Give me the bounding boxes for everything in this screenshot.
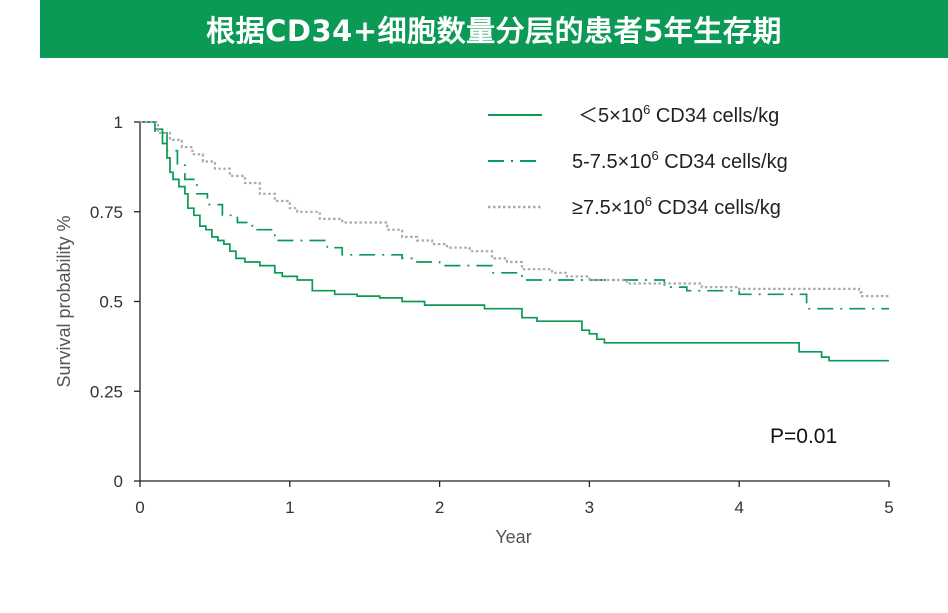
y-tick-label: 0 [114, 472, 123, 491]
y-tick-label: 0.5 [99, 293, 123, 312]
survival-curve-3 [140, 120, 889, 298]
p-value-annotation: P=0.01 [770, 425, 837, 448]
x-axis-title: Year [495, 527, 531, 547]
survival-curves [140, 120, 889, 362]
x-tick-label: 5 [884, 498, 893, 517]
legend-label-1: ＜5×106 CD34 cells/kg [578, 102, 779, 127]
x-tick-label: 0 [135, 498, 144, 517]
y-tick-label: 1 [114, 113, 123, 132]
chart-title: 根据CD34+细胞数量分层的患者5年生存期 [206, 14, 782, 48]
legend: ＜5×106 CD34 cells/kg 5-7.5×106 CD34 cells… [488, 102, 788, 219]
survival-curve-1 [140, 121, 889, 362]
y-tick-label: 0.75 [90, 203, 123, 222]
legend-label-3: ≥7.5×106 CD34 cells/kg [572, 194, 781, 219]
title-banner: 根据CD34+细胞数量分层的患者5年生存期 [40, 0, 948, 58]
legend-label-2: 5-7.5×106 CD34 cells/kg [572, 148, 788, 173]
survival-curve-2 [140, 121, 889, 310]
x-tick-label: 2 [435, 498, 444, 517]
y-axis-title: Survival probability % [54, 215, 74, 387]
y-tick-label: 0.25 [90, 382, 123, 401]
x-tick-label: 1 [285, 498, 294, 517]
x-tick-label: 3 [585, 498, 594, 517]
axes: 0 1 2 3 4 5 0 0.25 0.5 0.75 1 Year Survival probabil… [54, 113, 894, 547]
x-tick-label: 4 [734, 498, 743, 517]
